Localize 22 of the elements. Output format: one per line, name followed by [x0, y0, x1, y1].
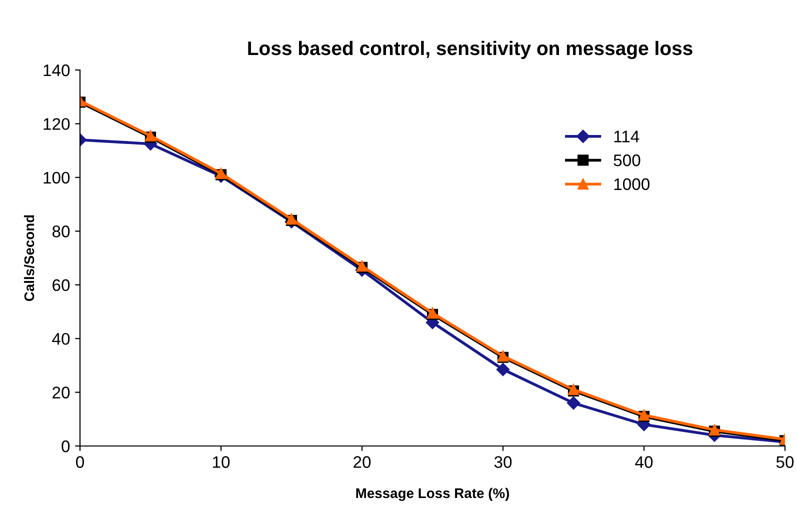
y-axis-title: Calls/Second: [24, 215, 34, 302]
x-tick-label: 10: [213, 456, 230, 468]
y-tick-label: 20: [52, 386, 70, 398]
legend-label: 500: [614, 154, 640, 166]
x-tick-label: 20: [354, 456, 371, 468]
chart-title: Loss based control, sensitivity on message loss: [248, 40, 692, 60]
y-tick-label: 40: [52, 332, 70, 345]
y-tick-label: 0: [62, 440, 70, 452]
y-tick-label: 80: [52, 226, 70, 238]
x-axis-title: Message Loss Rate (%): [356, 488, 509, 501]
y-tick-label: 100: [44, 172, 70, 184]
point: [566, 396, 580, 410]
y-tick-label: 120: [44, 118, 70, 130]
y-tick-label: 140: [44, 64, 70, 76]
legend-label: 1000: [614, 178, 650, 190]
legend-label: 114: [614, 130, 640, 142]
x-tick-label: 30: [494, 456, 512, 468]
y-tick-label: 60: [52, 279, 70, 292]
x-tick-label: 40: [635, 456, 653, 468]
x-tick-label: 0: [76, 456, 84, 468]
x-tick-label: 50: [776, 456, 794, 468]
point: [496, 362, 510, 376]
